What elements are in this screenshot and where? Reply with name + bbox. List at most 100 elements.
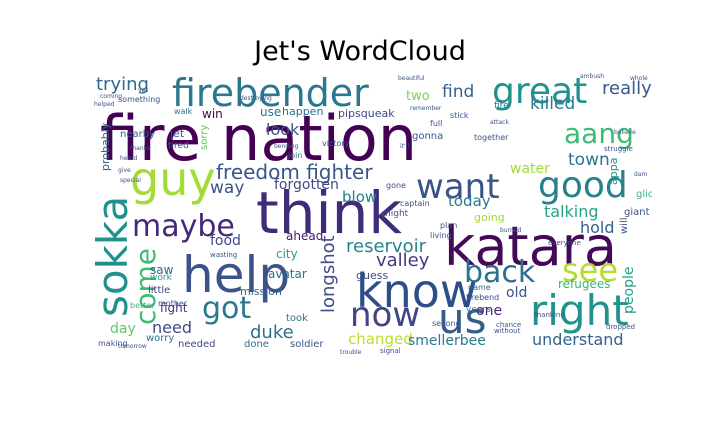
word-maybe: maybe [132, 209, 235, 244]
word-signal: signal [380, 347, 401, 355]
word-two: two [406, 89, 430, 104]
word-aang: aang [564, 117, 634, 150]
word-giant: giant [624, 207, 650, 218]
word-firebend: firebend [466, 293, 500, 302]
word-killed: killed [530, 94, 576, 114]
word-cloud: fire nation think katara help guy firebender k… [90, 72, 652, 360]
word-years: years [466, 305, 491, 315]
word-sokka: sokka [90, 195, 137, 318]
word-little: little [148, 285, 171, 296]
word-victory: victory [322, 139, 350, 148]
word-attack: attack [490, 119, 509, 126]
word-done: done [244, 339, 269, 350]
word-gonna: gonna [412, 131, 444, 142]
word-heard: heard [120, 155, 138, 162]
word-sorry: sorry [199, 124, 210, 150]
word-ambush: ambush [580, 73, 605, 80]
word-walk: walk [174, 107, 193, 116]
word-want: want [416, 167, 500, 207]
word-pipsqueak: pipsqueak [338, 107, 395, 120]
word-thanks: thanks [130, 145, 151, 152]
word-mother: mother [158, 299, 188, 308]
word-better: better [130, 301, 155, 310]
word-freedom-fighter: freedom fighter [216, 160, 373, 184]
word-need: need [152, 318, 192, 337]
word-special: special [120, 177, 141, 184]
word-needed: needed [178, 339, 216, 350]
word-soldier: soldier [290, 339, 324, 350]
word-whole: whole [630, 75, 648, 82]
word-great: great [492, 72, 588, 112]
chart-title: Jet's WordCloud [254, 36, 466, 67]
word-plan: plan [440, 221, 458, 230]
word-today: today [448, 192, 491, 210]
word-guess: guess [356, 269, 389, 282]
word-way: way [210, 178, 245, 198]
word-living: living [430, 231, 452, 240]
word-beautiful: beautiful [398, 75, 425, 82]
word-making: making [98, 339, 128, 348]
word-trouble: trouble [340, 349, 362, 356]
word-everyone: everyone [548, 239, 581, 247]
word-good: good [538, 165, 628, 206]
word-coming: coming [100, 93, 123, 100]
word-might: might [382, 209, 409, 219]
word-think: think [256, 179, 402, 247]
word-believe: believe [614, 129, 636, 136]
word-thanking: thanking [534, 311, 565, 319]
word-remember: remember [410, 105, 442, 112]
word-talking: talking [544, 202, 599, 221]
word-firebender: firebender [172, 72, 369, 115]
word-look: look [266, 120, 300, 139]
word-worry: worry [146, 333, 175, 344]
word-refugees: refugees [558, 277, 611, 291]
word-valley: valley [376, 250, 430, 271]
word-fight: fight [160, 301, 188, 315]
word-us: us [438, 294, 487, 343]
word-hold: hold [580, 218, 615, 237]
word-understand: understand [532, 330, 624, 349]
word-one: one [476, 303, 503, 319]
word-struggle: struggle [604, 145, 633, 153]
word-give: give [118, 167, 131, 174]
word-will: will [619, 217, 630, 234]
word-burned: burned [500, 227, 522, 234]
word-got: got [202, 291, 252, 326]
word-blow: blow [342, 188, 378, 206]
word-win: win [202, 107, 223, 121]
word-second: second [432, 319, 461, 328]
word-appa: appa [607, 157, 620, 185]
word-wasting: wasting [210, 251, 238, 259]
word-without: without [494, 327, 521, 335]
word-jet: jet [170, 127, 185, 140]
word-people: people [621, 266, 637, 315]
word-tomorrow: tomorrow [118, 343, 147, 350]
word-took: took [286, 313, 308, 324]
word-going: going [474, 211, 505, 224]
word-dropped: dropped [606, 323, 636, 331]
word-changed: changed [348, 330, 413, 348]
word-dam: dam [634, 171, 648, 178]
word-forgotten: forgotten [274, 177, 339, 193]
word-fire-nation: fire nation [100, 102, 418, 175]
word-saw: saw [150, 263, 174, 277]
word-happen: happen [282, 105, 324, 118]
word-full: full [430, 119, 443, 128]
word-reservoir: reservoir [346, 236, 426, 257]
word-duke: duke [250, 322, 294, 343]
word-helped: helped [94, 101, 115, 108]
word-join: join [288, 151, 303, 160]
word-day: day [110, 321, 136, 337]
word-smellerbee: smellerbee [408, 333, 486, 349]
word-see: see [562, 251, 619, 289]
word-city: city [276, 247, 298, 261]
word-longshot: longshot [318, 235, 339, 313]
word-back: back [464, 255, 536, 290]
word-find: find [442, 82, 475, 102]
word-nearby: nearby [120, 129, 155, 140]
word-katara: katara [444, 215, 617, 278]
word-guy: guy [130, 152, 216, 206]
word-fire: fire [494, 101, 509, 111]
word-it-ll: it'll [400, 143, 410, 150]
word-trying: trying [96, 74, 149, 95]
